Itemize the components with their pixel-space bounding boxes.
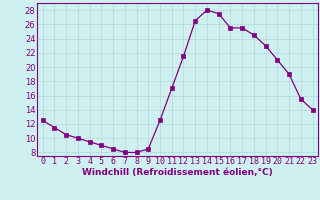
X-axis label: Windchill (Refroidissement éolien,°C): Windchill (Refroidissement éolien,°C) bbox=[82, 168, 273, 177]
